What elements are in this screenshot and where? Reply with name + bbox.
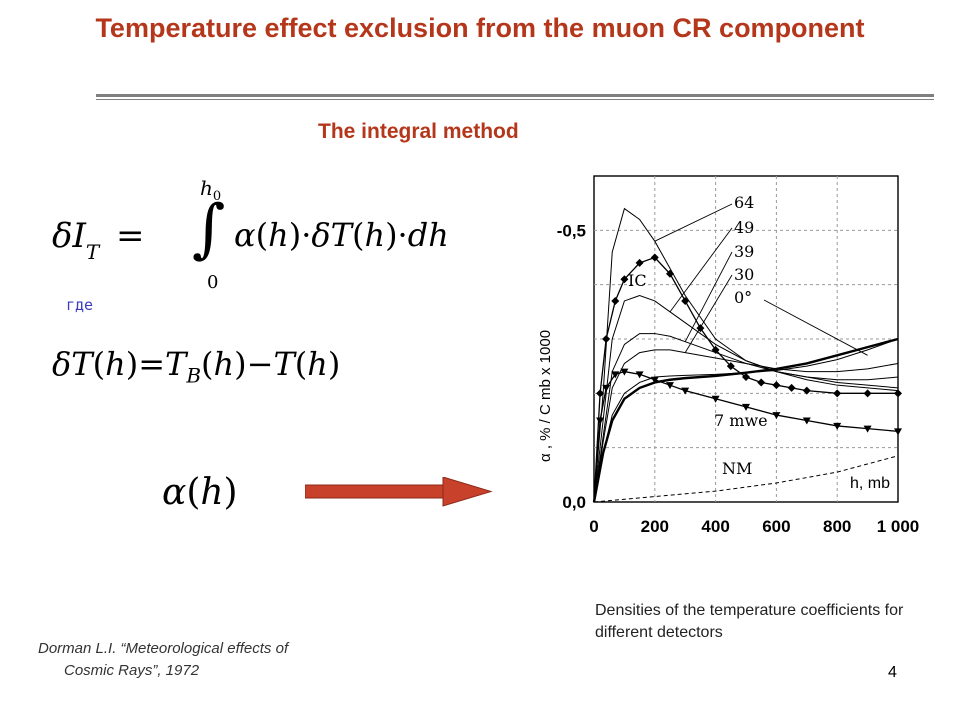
ic-data-point — [666, 269, 674, 278]
annotation-label: 64 — [734, 193, 754, 212]
title-divider-thin — [96, 99, 934, 100]
delta-t-formula: δT(h)=TB(h)−T(h) — [52, 345, 341, 388]
ic-data-point — [863, 389, 872, 398]
mwe-data-point — [620, 368, 629, 376]
y-tick-label: 0,0 — [562, 493, 586, 512]
mwe-data-point — [681, 387, 690, 395]
ic-data-point — [620, 275, 629, 284]
mwe-data-point — [833, 422, 842, 430]
reference-line1: Dorman L.I. “Meteorological effects of — [38, 640, 289, 657]
x-axis-label: h, mb — [850, 475, 890, 492]
x-tick-label: 1 000 — [877, 517, 920, 536]
ic-data-point — [635, 258, 644, 267]
reference-line2: Cosmic Rays”, 1972 — [64, 662, 200, 679]
y-axis-label: α , % / C mb x 1000 — [537, 330, 554, 462]
annotation-label: IC — [628, 271, 647, 290]
ic-data-point — [611, 296, 620, 305]
annotation-leader — [654, 203, 733, 242]
annotation-label: 30 — [734, 265, 754, 284]
ic-data-point — [787, 383, 796, 392]
series-line-NM — [593, 455, 899, 503]
mwe-data-point — [742, 403, 750, 411]
annotation-leader — [684, 274, 733, 353]
right-arrow — [305, 477, 493, 507]
ic-data-point — [602, 335, 611, 343]
ic-data-point — [757, 378, 766, 387]
title-divider — [96, 94, 934, 97]
x-tick-label: 600 — [762, 517, 790, 536]
slide-title: Temperature effect exclusion from the mu… — [95, 13, 865, 43]
annotation-label: 0° — [734, 288, 752, 307]
alpha-formula: α(h) — [162, 472, 238, 513]
mwe-data-point — [611, 371, 620, 379]
series-line-thick — [592, 337, 899, 503]
page-number: 4 — [888, 664, 897, 681]
y-tick-label: -0,5 — [557, 221, 586, 240]
series-line-49 — [593, 295, 899, 503]
ic-data-point — [596, 389, 605, 398]
ic-data-point — [742, 373, 750, 382]
mwe-data-point — [650, 376, 659, 384]
figure-caption: Densities of the temperature coefficient… — [595, 602, 904, 641]
reference: Dorman L.I. “Meteorological effects of C… — [38, 638, 378, 682]
ic-data-point — [802, 386, 811, 395]
integral-upper-sub: 0 — [212, 189, 222, 204]
x-tick-label: 200 — [641, 517, 669, 536]
ic-data-point — [894, 389, 902, 398]
mwe-data-point — [772, 412, 781, 420]
ic-data-point — [650, 253, 659, 262]
annotation-leader — [669, 227, 733, 313]
annotation-leader — [763, 299, 868, 356]
annotation-label: 49 — [734, 218, 754, 237]
slide-subtitle: The integral method — [318, 120, 519, 143]
series-line-7mwe — [593, 370, 899, 503]
x-tick-label: 800 — [823, 517, 851, 536]
ic-data-point — [726, 362, 735, 371]
annotation-label: NM — [722, 459, 752, 478]
integral-lower-limit: 0 — [207, 272, 219, 293]
ic-data-point — [711, 345, 720, 354]
mwe-data-point — [635, 371, 644, 379]
mwe-data-point — [666, 382, 674, 390]
series-line-0 — [593, 338, 899, 503]
integral-upper-limit: h — [200, 176, 213, 200]
mwe-data-point — [711, 395, 720, 403]
mwe-data-point — [894, 428, 902, 436]
ic-data-point — [772, 381, 781, 390]
ic-data-point — [833, 389, 842, 398]
mwe-data-point — [863, 425, 872, 433]
series-line-39 — [593, 333, 899, 503]
where-label: где — [66, 296, 94, 314]
mwe-data-point — [596, 417, 605, 425]
mwe-data-point — [802, 417, 811, 425]
series-line-64 — [593, 207, 899, 503]
annotation-leader — [684, 251, 733, 342]
integral-formula: δIT = h0 ∫ 0 α(h)·δT(h)·dh — [52, 176, 449, 293]
x-tick-label: 0 — [589, 517, 598, 536]
ic-data-point — [681, 296, 690, 305]
x-tick-label: 400 — [701, 517, 729, 536]
mwe-data-point — [602, 384, 611, 392]
temperature-coefficient-chart: 0 200 400 600 800 1 000 0,0 -0,5 α , % / C mb x … — [537, 175, 920, 536]
annotation-label: 39 — [734, 242, 754, 261]
annotation-label: 7 mwe — [714, 411, 768, 430]
